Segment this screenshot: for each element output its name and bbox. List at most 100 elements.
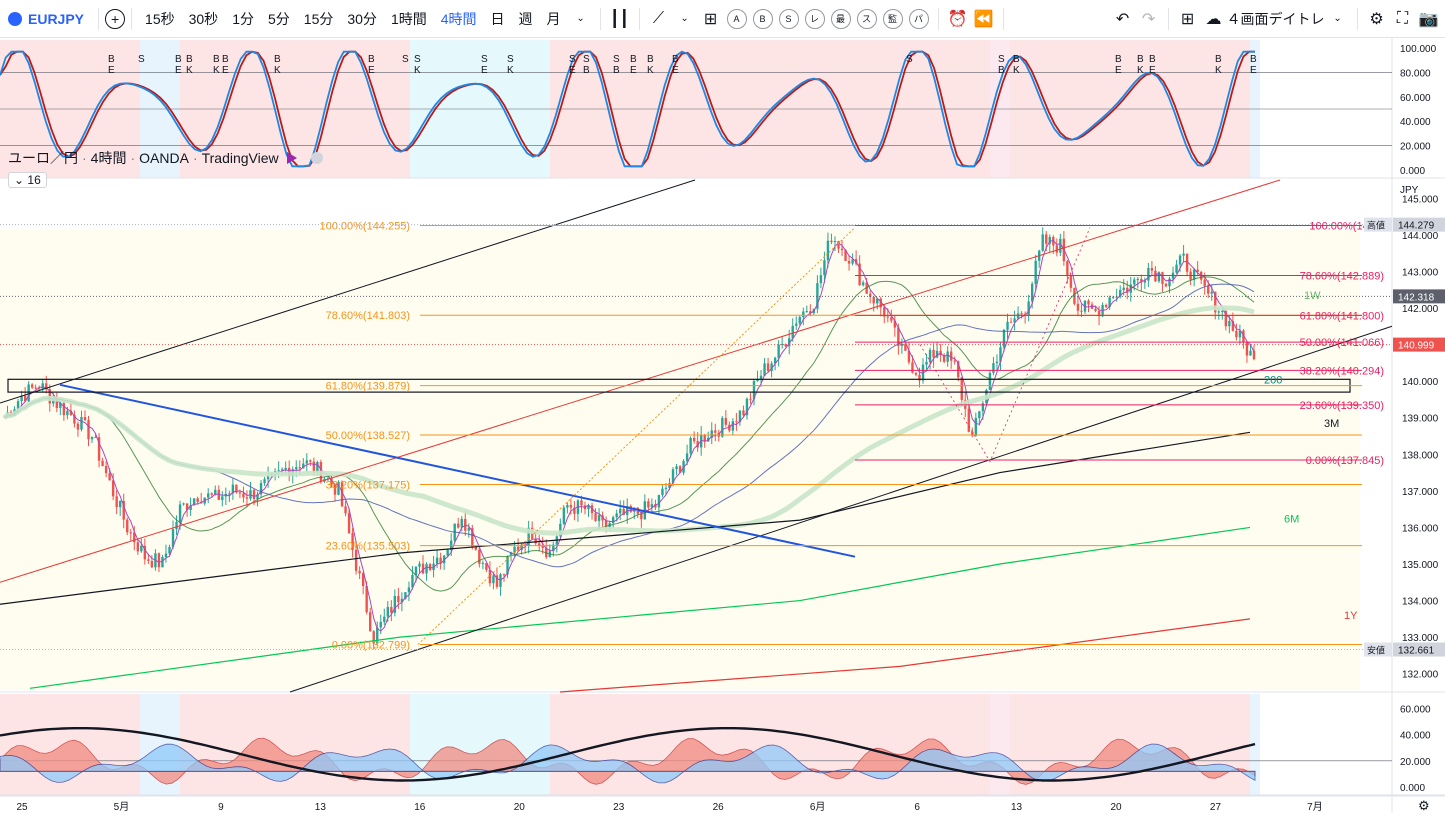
candle-body (1118, 290, 1122, 297)
price-tick-4: 136.000 (1402, 523, 1439, 534)
candle-body (471, 528, 474, 547)
candle-body (421, 563, 425, 574)
candle-style-icon[interactable]: ┃┃ (609, 10, 630, 28)
candle-body (999, 347, 1002, 362)
indicator-button-2[interactable]: S (778, 8, 799, 29)
indicator-button-5[interactable]: ス (856, 8, 877, 29)
candle-body (428, 564, 432, 570)
candle-body (573, 507, 576, 514)
candle-body (1161, 272, 1164, 284)
high-price-badge-tag: 高値 (1367, 220, 1385, 231)
legend-toggle-button[interactable]: ⌄ 16 (8, 172, 47, 188)
date-tick-7: 26 (713, 802, 725, 813)
interval-dropdown-chevron-icon[interactable]: ⌄ (576, 13, 585, 24)
date-tick-3: 13 (315, 802, 327, 813)
flag-icon[interactable] (286, 152, 297, 164)
compare-add-icon[interactable]: + (105, 8, 126, 29)
interval-4[interactable]: 15分 (303, 10, 334, 27)
candle-body (1027, 301, 1030, 316)
indicator-button-0[interactable]: A (726, 8, 747, 29)
redo-icon[interactable]: ↷ (1141, 10, 1156, 28)
interval-5[interactable]: 30分 (347, 10, 377, 27)
candle-body (780, 344, 784, 346)
undo-icon[interactable]: ↶ (1115, 10, 1130, 28)
interval-2[interactable]: 1分 (232, 10, 254, 27)
cloud-icon[interactable]: ☁ (1205, 10, 1222, 28)
interval-6[interactable]: 1時間 (390, 10, 427, 27)
date-tick-0: 25 (16, 802, 28, 813)
indicator-button-7[interactable]: パ (908, 8, 929, 29)
top-osc-signal-b-15: E (630, 65, 637, 76)
interval-9[interactable]: 週 (518, 10, 533, 27)
date-tick-2: 9 (218, 802, 224, 813)
candle-body (1150, 268, 1154, 271)
interval-1[interactable]: 30秒 (188, 10, 219, 27)
chart-svg[interactable]: JPY 132.000 133.000 134.000 135.000 136.000 13… (0, 38, 1445, 813)
candle-body (94, 437, 97, 439)
candle-body (302, 463, 305, 469)
replay-icon[interactable]: ⏪ (973, 10, 994, 28)
indicator-button-4[interactable]: 最 (830, 8, 851, 29)
interval-3[interactable]: 5分 (267, 10, 290, 27)
interval-10[interactable]: 月 (546, 10, 561, 27)
layout-grid-icon[interactable]: ⊞ (1180, 10, 1195, 28)
camera-snapshot-icon[interactable]: 📷 (1418, 10, 1439, 28)
candle-body (819, 275, 823, 284)
indicator-button-3[interactable]: レ (804, 8, 825, 29)
marker-price-badge: 142.318 (1398, 292, 1435, 303)
chart-area[interactable]: JPY 132.000 133.000 134.000 135.000 136.000 13… (0, 38, 1445, 813)
interval-list: 15秒 30秒 1分 5分 15分 30分 1時間 4時間日週月 (138, 0, 568, 38)
candle-body (115, 496, 118, 508)
candle-body (914, 372, 918, 375)
candle-body (295, 467, 298, 470)
candle-body (411, 575, 414, 588)
candle-body (678, 466, 682, 473)
indicator-button-1[interactable]: B (752, 8, 773, 29)
osc-bg-band-1-4 (550, 694, 990, 795)
candle-body (1009, 321, 1013, 323)
fullscreen-icon[interactable]: ⛶ (1396, 9, 1409, 27)
candle-body (957, 361, 960, 378)
settings-gear-icon[interactable]: ⚙ (1369, 10, 1384, 28)
candle-body (150, 560, 154, 568)
top-osc-signal-a-7: B (368, 54, 375, 65)
top-osc-signal-a-2: B (175, 54, 182, 65)
candle-body (1196, 269, 1199, 272)
candle-body (562, 507, 566, 524)
alert-clock-icon[interactable]: ⏰ (947, 10, 968, 28)
candle-body (242, 493, 245, 498)
indicators-icon[interactable]: ⟋ (652, 9, 665, 27)
candle-body (1066, 261, 1069, 276)
candle-body (640, 513, 643, 520)
candles-group (6, 227, 1256, 650)
layout-chevron-icon[interactable]: ⌄ (1333, 13, 1342, 24)
fib-left-label-4: 38.20%(137.175) (326, 479, 410, 491)
candle-body (890, 317, 893, 321)
indicator-button-6[interactable]: 監 (882, 8, 903, 29)
top-osc-signal-b-12: E (569, 65, 576, 76)
interval-7[interactable]: 4時間 (440, 10, 477, 27)
high-price-badge-tag-bg (1364, 217, 1392, 232)
top-osc-signal-b-0: E (108, 65, 115, 76)
indicators-chevron-icon[interactable]: ⌄ (680, 13, 689, 24)
candle-body (143, 545, 147, 560)
templates-grid-icon[interactable]: ⊞ (703, 10, 718, 28)
top-osc-signal-a-4: B (213, 54, 220, 65)
collapse-legend-icon[interactable] (310, 152, 323, 164)
candle-body (414, 566, 418, 576)
candle-body (763, 363, 766, 376)
interval-0[interactable]: 15秒 (145, 10, 175, 27)
top-osc-signal-a-8: S (402, 54, 409, 65)
candle-body (833, 240, 837, 243)
top-osc-signal-a-3: B (186, 54, 193, 65)
layout-name-button[interactable]: ４画面デイトレ (1226, 10, 1325, 27)
candle-body (981, 403, 985, 412)
candle-body (62, 402, 66, 416)
interval-8[interactable]: 日 (490, 10, 505, 27)
candle-body (1242, 330, 1245, 343)
top-osc-signal-b-19: B (998, 65, 1005, 76)
candle-body (59, 402, 62, 408)
candle-body (513, 546, 516, 553)
symbol-search-button[interactable]: EURJPY (28, 10, 85, 27)
date-tick-4: 16 (414, 802, 426, 813)
